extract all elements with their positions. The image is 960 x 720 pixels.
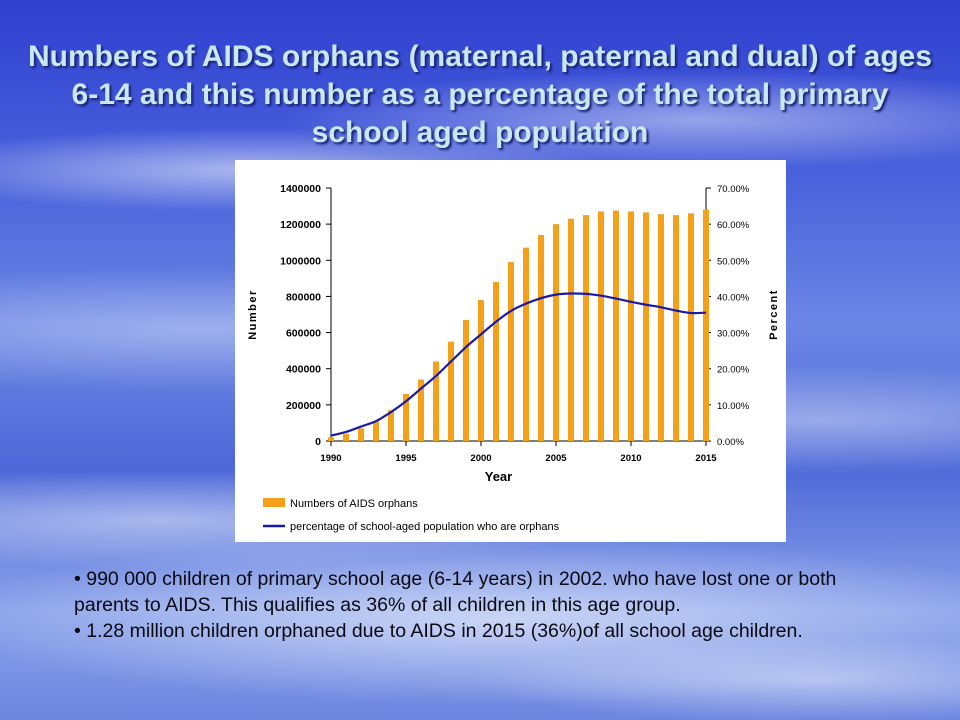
x-tick-label: 2005 <box>545 453 567 464</box>
slide-title: Numbers of AIDS orphans (maternal, pater… <box>27 40 933 149</box>
y-tick-label: 600000 <box>286 328 321 340</box>
y2-tick-label: 0.00% <box>717 437 744 448</box>
orphan-bar <box>673 215 679 441</box>
bullet-list: • 990 000 children of primary school age… <box>74 566 904 644</box>
y-tick-label: 1400000 <box>280 183 321 195</box>
y2-tick-label: 40.00% <box>717 292 750 303</box>
orphan-bar <box>703 209 709 441</box>
orphan-bar <box>358 428 364 441</box>
y2-tick-label: 60.00% <box>717 220 750 231</box>
y2-tick-label: 10.00% <box>717 401 750 412</box>
orphan-bar <box>373 421 379 441</box>
bullet-item: • 990 000 children of primary school age… <box>74 568 837 616</box>
orphan-bar <box>328 437 334 441</box>
x-tick-label: 2000 <box>470 453 491 464</box>
orphan-bar <box>598 211 604 441</box>
orphan-bar <box>343 433 349 441</box>
orphan-bar <box>508 262 514 441</box>
bar-series <box>328 209 709 441</box>
y-tick-label: 1200000 <box>280 219 321 231</box>
y2-axis-title: Percent <box>768 289 780 340</box>
y2-tick-label: 20.00% <box>717 365 750 376</box>
x-tick-label: 1990 <box>320 453 341 464</box>
orphan-bar <box>418 379 424 441</box>
x-tick-label: 1995 <box>395 453 417 464</box>
y-tick-label: 1000000 <box>280 255 321 267</box>
orphan-bar <box>403 394 409 441</box>
x-tick-label: 2015 <box>695 453 717 464</box>
chart-legend: Numbers of AIDS orphans percentage of sch… <box>263 498 560 533</box>
orphan-bar <box>388 410 394 441</box>
orphan-bar <box>523 247 529 441</box>
bullet-item: • 1.28 million children orphaned due to … <box>74 620 803 642</box>
orphan-bar <box>613 210 619 441</box>
legend-line-label: percentage of school-aged population who… <box>290 521 560 533</box>
y-tick-label: 400000 <box>286 364 321 376</box>
orphan-bar <box>538 234 544 441</box>
y2-tick-label: 50.00% <box>717 256 750 267</box>
x-axis-title: Year <box>485 469 512 484</box>
orphan-bar <box>553 224 559 441</box>
chart-panel: 0 200000 400000 600000 800000 1000000 1200000 1… <box>235 160 786 542</box>
y-tick-label: 0 <box>315 436 321 448</box>
y-tick-label: 200000 <box>286 400 321 412</box>
percent-line <box>330 292 707 437</box>
orphans-chart: 0 200000 400000 600000 800000 1000000 1200000 1… <box>247 183 780 533</box>
orphan-bar <box>568 218 574 441</box>
orphan-bar <box>493 281 499 441</box>
y2-tick-label: 30.00% <box>717 329 750 340</box>
orphan-bar <box>643 212 649 441</box>
orphan-bar <box>463 319 469 441</box>
orphan-bar <box>658 214 664 441</box>
chart-axes <box>326 187 711 446</box>
orphan-bar <box>688 213 694 441</box>
y-axis-title: Number <box>247 289 259 340</box>
x-tick-label: 2010 <box>620 453 641 464</box>
orphan-bar <box>478 300 484 441</box>
y2-tick-label: 70.00% <box>717 184 750 195</box>
orphan-bar <box>433 361 439 441</box>
orphan-bar <box>628 211 634 441</box>
orphan-bar <box>448 341 454 441</box>
axis-labels: 0 200000 400000 600000 800000 1000000 1200000 1… <box>247 183 780 484</box>
legend-bar-swatch <box>263 498 285 507</box>
legend-bar-label: Numbers of AIDS orphans <box>290 498 418 510</box>
y-tick-label: 800000 <box>286 291 321 303</box>
orphan-bar <box>583 215 589 441</box>
